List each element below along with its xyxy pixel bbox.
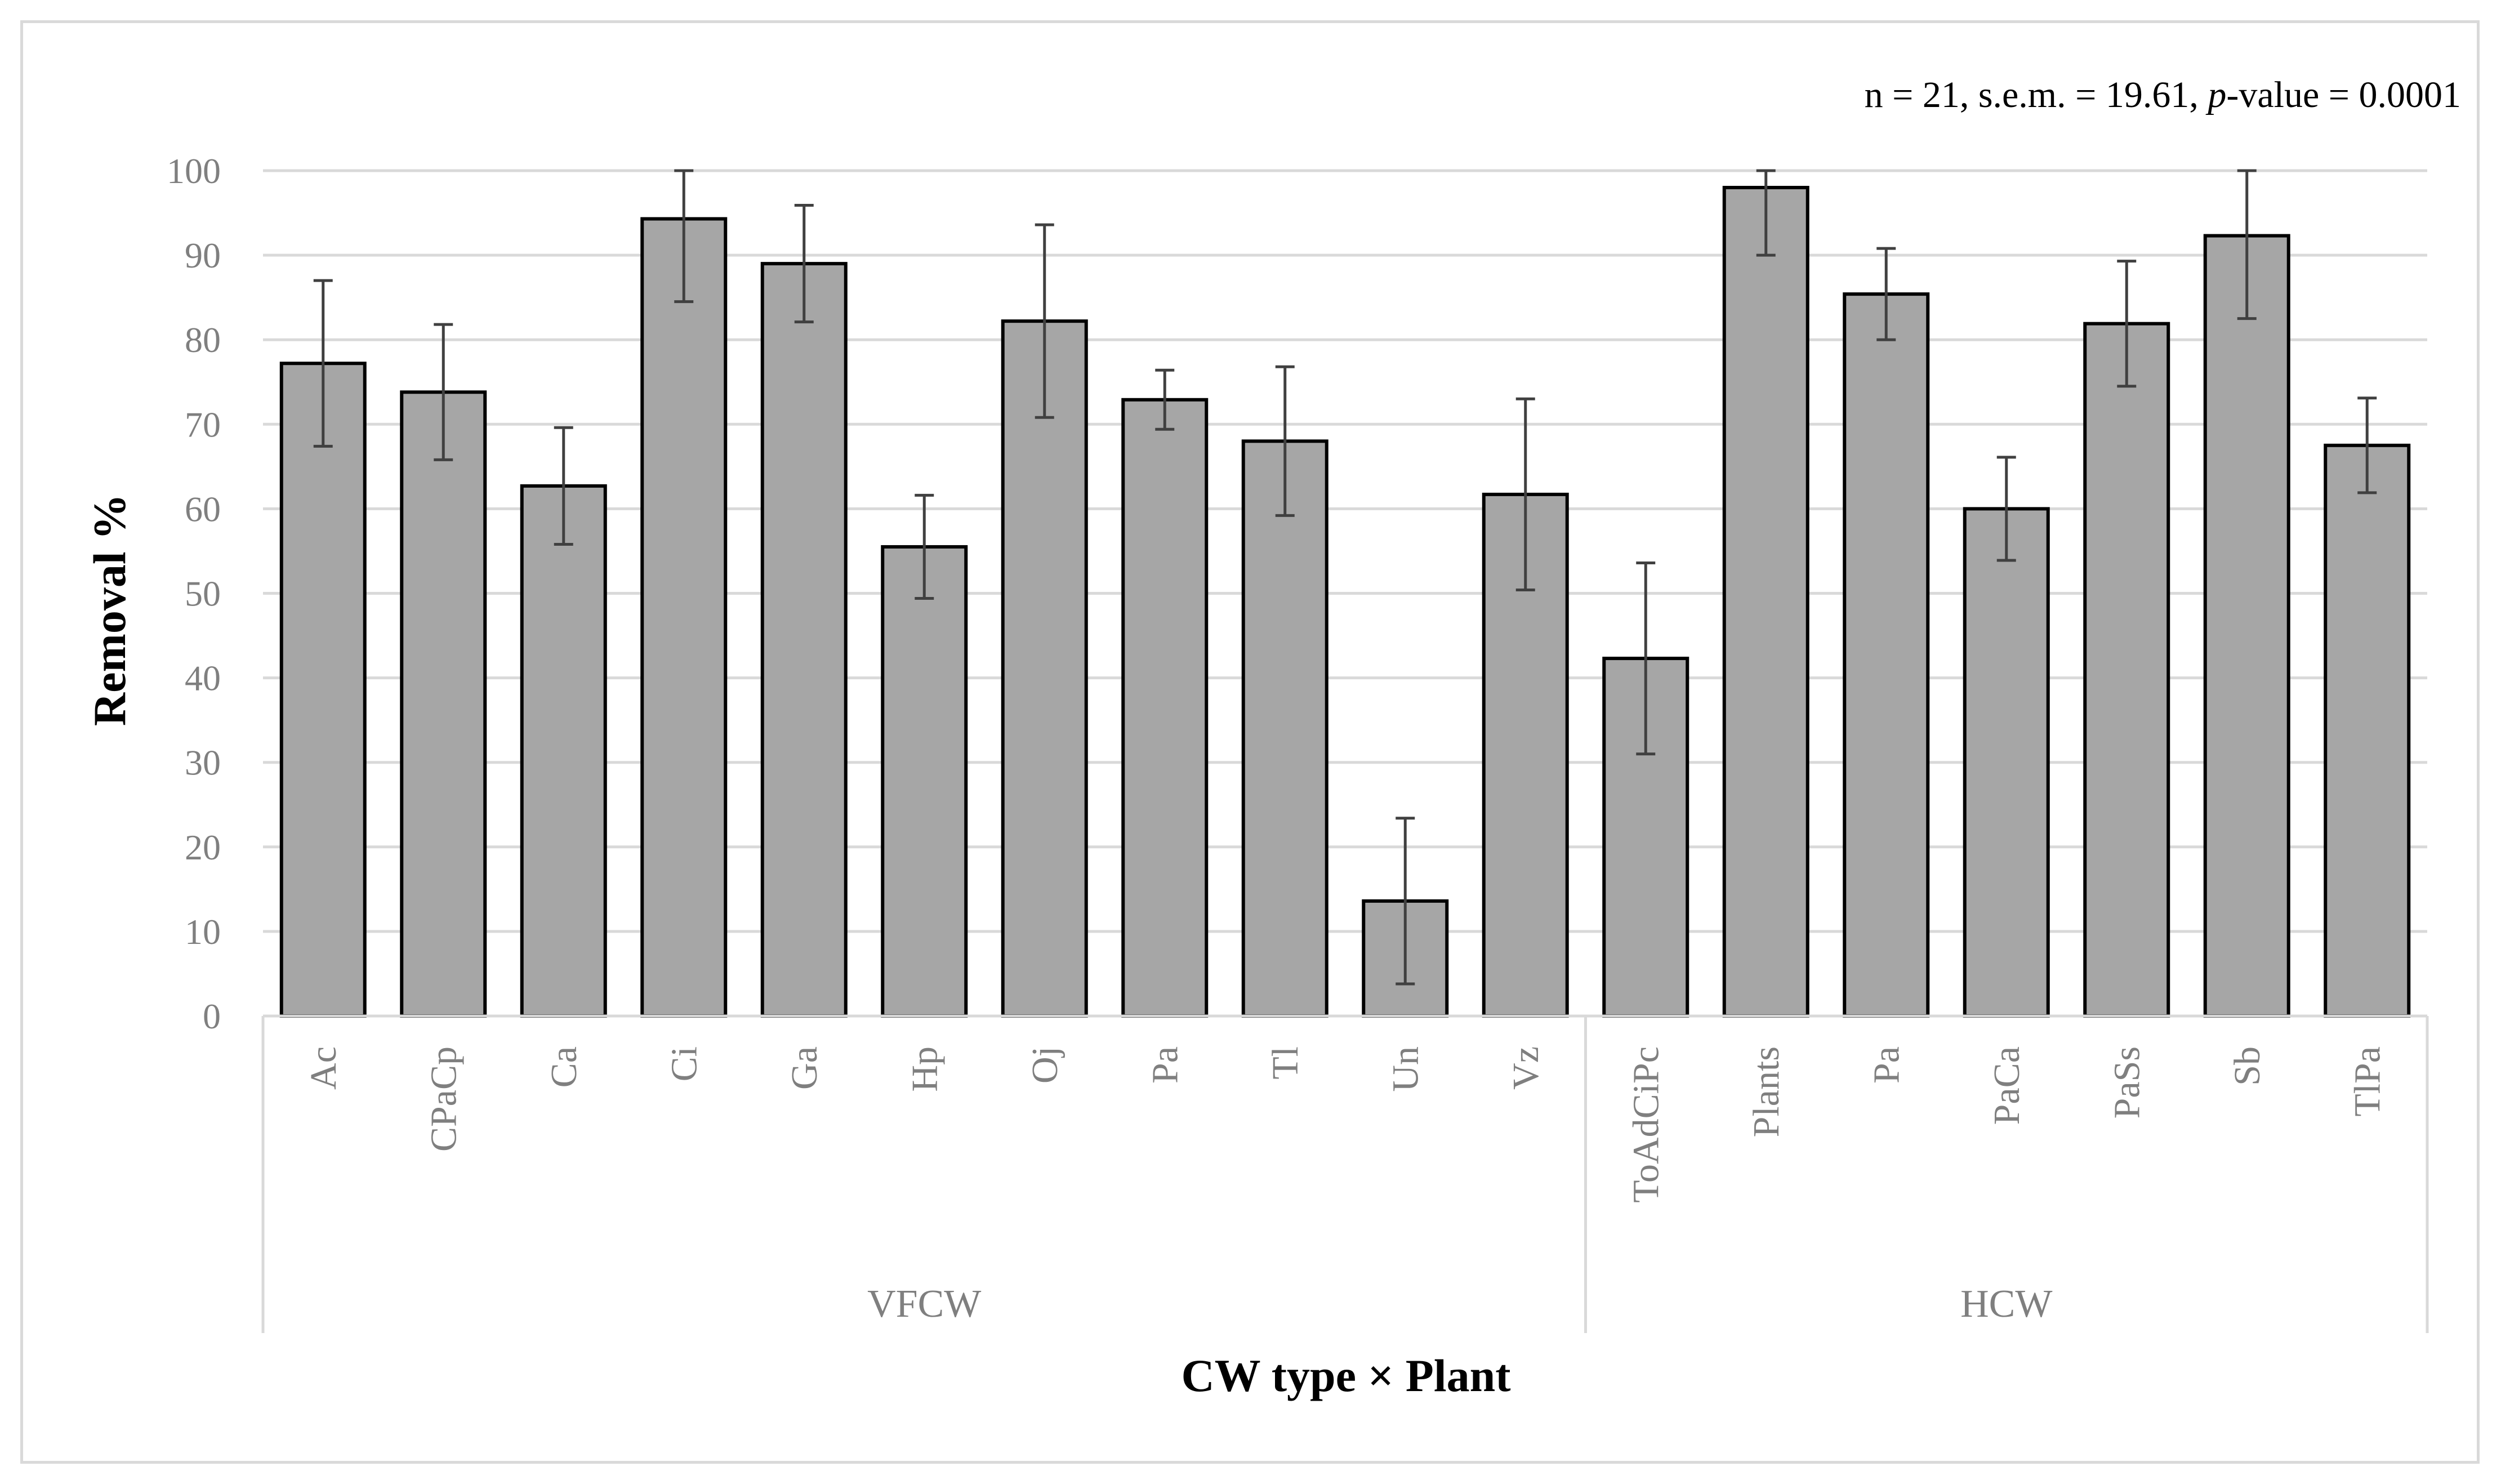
x-tick-label: PaCa <box>1986 1046 2027 1125</box>
bar <box>520 484 607 1018</box>
bars <box>279 186 2411 1018</box>
x-tick-label: Plants <box>1746 1046 1787 1137</box>
bar <box>1843 292 1930 1018</box>
x-tick-label: CPaCp <box>423 1046 464 1152</box>
chart-frame <box>20 20 2480 1464</box>
y-tick-label: 50 <box>185 574 221 614</box>
x-tick-label: Un <box>1385 1046 1426 1092</box>
y-tick-label: 100 <box>167 151 221 191</box>
y-tick-labels: 0 10 20 30 40 50 60 70 80 90 100 <box>167 151 221 1036</box>
y-tick-label: 40 <box>185 658 221 698</box>
bar <box>2203 234 2290 1018</box>
y-axis-title: Removal % <box>84 494 135 726</box>
y-tick-label: 80 <box>185 320 221 360</box>
x-tick-label: Ca <box>543 1046 585 1088</box>
bar <box>1963 507 2050 1018</box>
x-axis-title: CW type × Plant <box>1181 1350 1510 1401</box>
y-tick-label: 70 <box>185 404 221 444</box>
bar <box>1001 319 1088 1018</box>
group-labels: VFCW HCW <box>867 1282 2052 1326</box>
stats-annotation: n = 21, s.e.m. = 19.61, p-value = 0.0001 <box>1865 74 2461 115</box>
group-label: VFCW <box>867 1282 981 1326</box>
x-axis <box>261 1014 2429 1333</box>
gridlines <box>263 169 2427 933</box>
y-tick-label: 20 <box>185 827 221 867</box>
x-tick-label: Oj <box>1024 1046 1066 1084</box>
bar <box>1722 186 1809 1018</box>
x-tick-label: Sb <box>2227 1046 2268 1086</box>
x-tick-label: Tl <box>1265 1046 1306 1080</box>
x-tick-label: PaSs <box>2106 1046 2147 1118</box>
bar <box>279 362 367 1018</box>
y-tick-label: 90 <box>185 235 221 275</box>
bar <box>760 262 848 1018</box>
y-tick-label: 60 <box>185 489 221 529</box>
error-bars <box>313 169 2377 986</box>
x-tick-label: Pa <box>1144 1046 1185 1084</box>
x-tick-label: Ac <box>303 1046 344 1090</box>
x-tick-label: ToAdCiPc <box>1625 1046 1666 1203</box>
bar <box>2083 322 2170 1018</box>
bar <box>881 545 968 1018</box>
bar <box>2324 443 2411 1018</box>
x-tick-label: Vz <box>1505 1046 1546 1090</box>
x-tick-label: Ci <box>663 1046 705 1081</box>
group-label: HCW <box>1960 1282 2052 1326</box>
bar <box>1241 439 1328 1018</box>
x-tick-labels: Ac CPaCp Ca Ci Ga Hp Oj Pa Tl Un Vz ToAdCiPc Plants P… <box>303 1046 2388 1203</box>
y-tick-label: 30 <box>185 743 221 783</box>
bar <box>400 390 487 1018</box>
x-tick-label: Ga <box>784 1046 825 1090</box>
y-tick-label: 0 <box>203 996 221 1036</box>
bar <box>640 217 728 1018</box>
y-tick-label: 10 <box>185 912 221 952</box>
x-tick-label: Pa <box>1866 1046 1907 1084</box>
x-tick-label: Hp <box>904 1046 945 1092</box>
x-tick-label: TlPa <box>2347 1046 2388 1117</box>
bar <box>1121 398 1209 1018</box>
